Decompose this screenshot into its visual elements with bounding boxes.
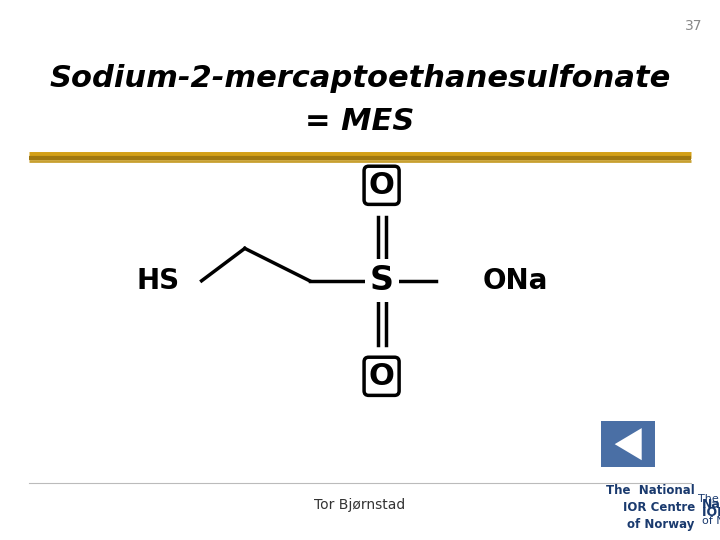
Text: Tor Bjørnstad: Tor Bjørnstad	[315, 498, 405, 512]
Text: HS: HS	[137, 267, 180, 295]
Text: The  National
IOR Centre
of Norway: The National IOR Centre of Norway	[606, 484, 695, 531]
Text: IOR Centre: IOR Centre	[702, 507, 720, 519]
Text: O: O	[369, 171, 395, 200]
Text: = MES: = MES	[305, 107, 415, 136]
Text: ONa: ONa	[482, 267, 548, 295]
Text: S: S	[369, 264, 394, 298]
Text: The: The	[698, 495, 720, 504]
Text: O: O	[369, 362, 395, 391]
Text: Sodium-2-mercaptoethanesulfonate: Sodium-2-mercaptoethanesulfonate	[50, 64, 670, 93]
Text: National: National	[702, 498, 720, 511]
FancyBboxPatch shape	[601, 421, 655, 467]
Polygon shape	[615, 428, 642, 460]
Text: 37: 37	[685, 19, 702, 33]
Text: of Norway: of Norway	[702, 516, 720, 525]
